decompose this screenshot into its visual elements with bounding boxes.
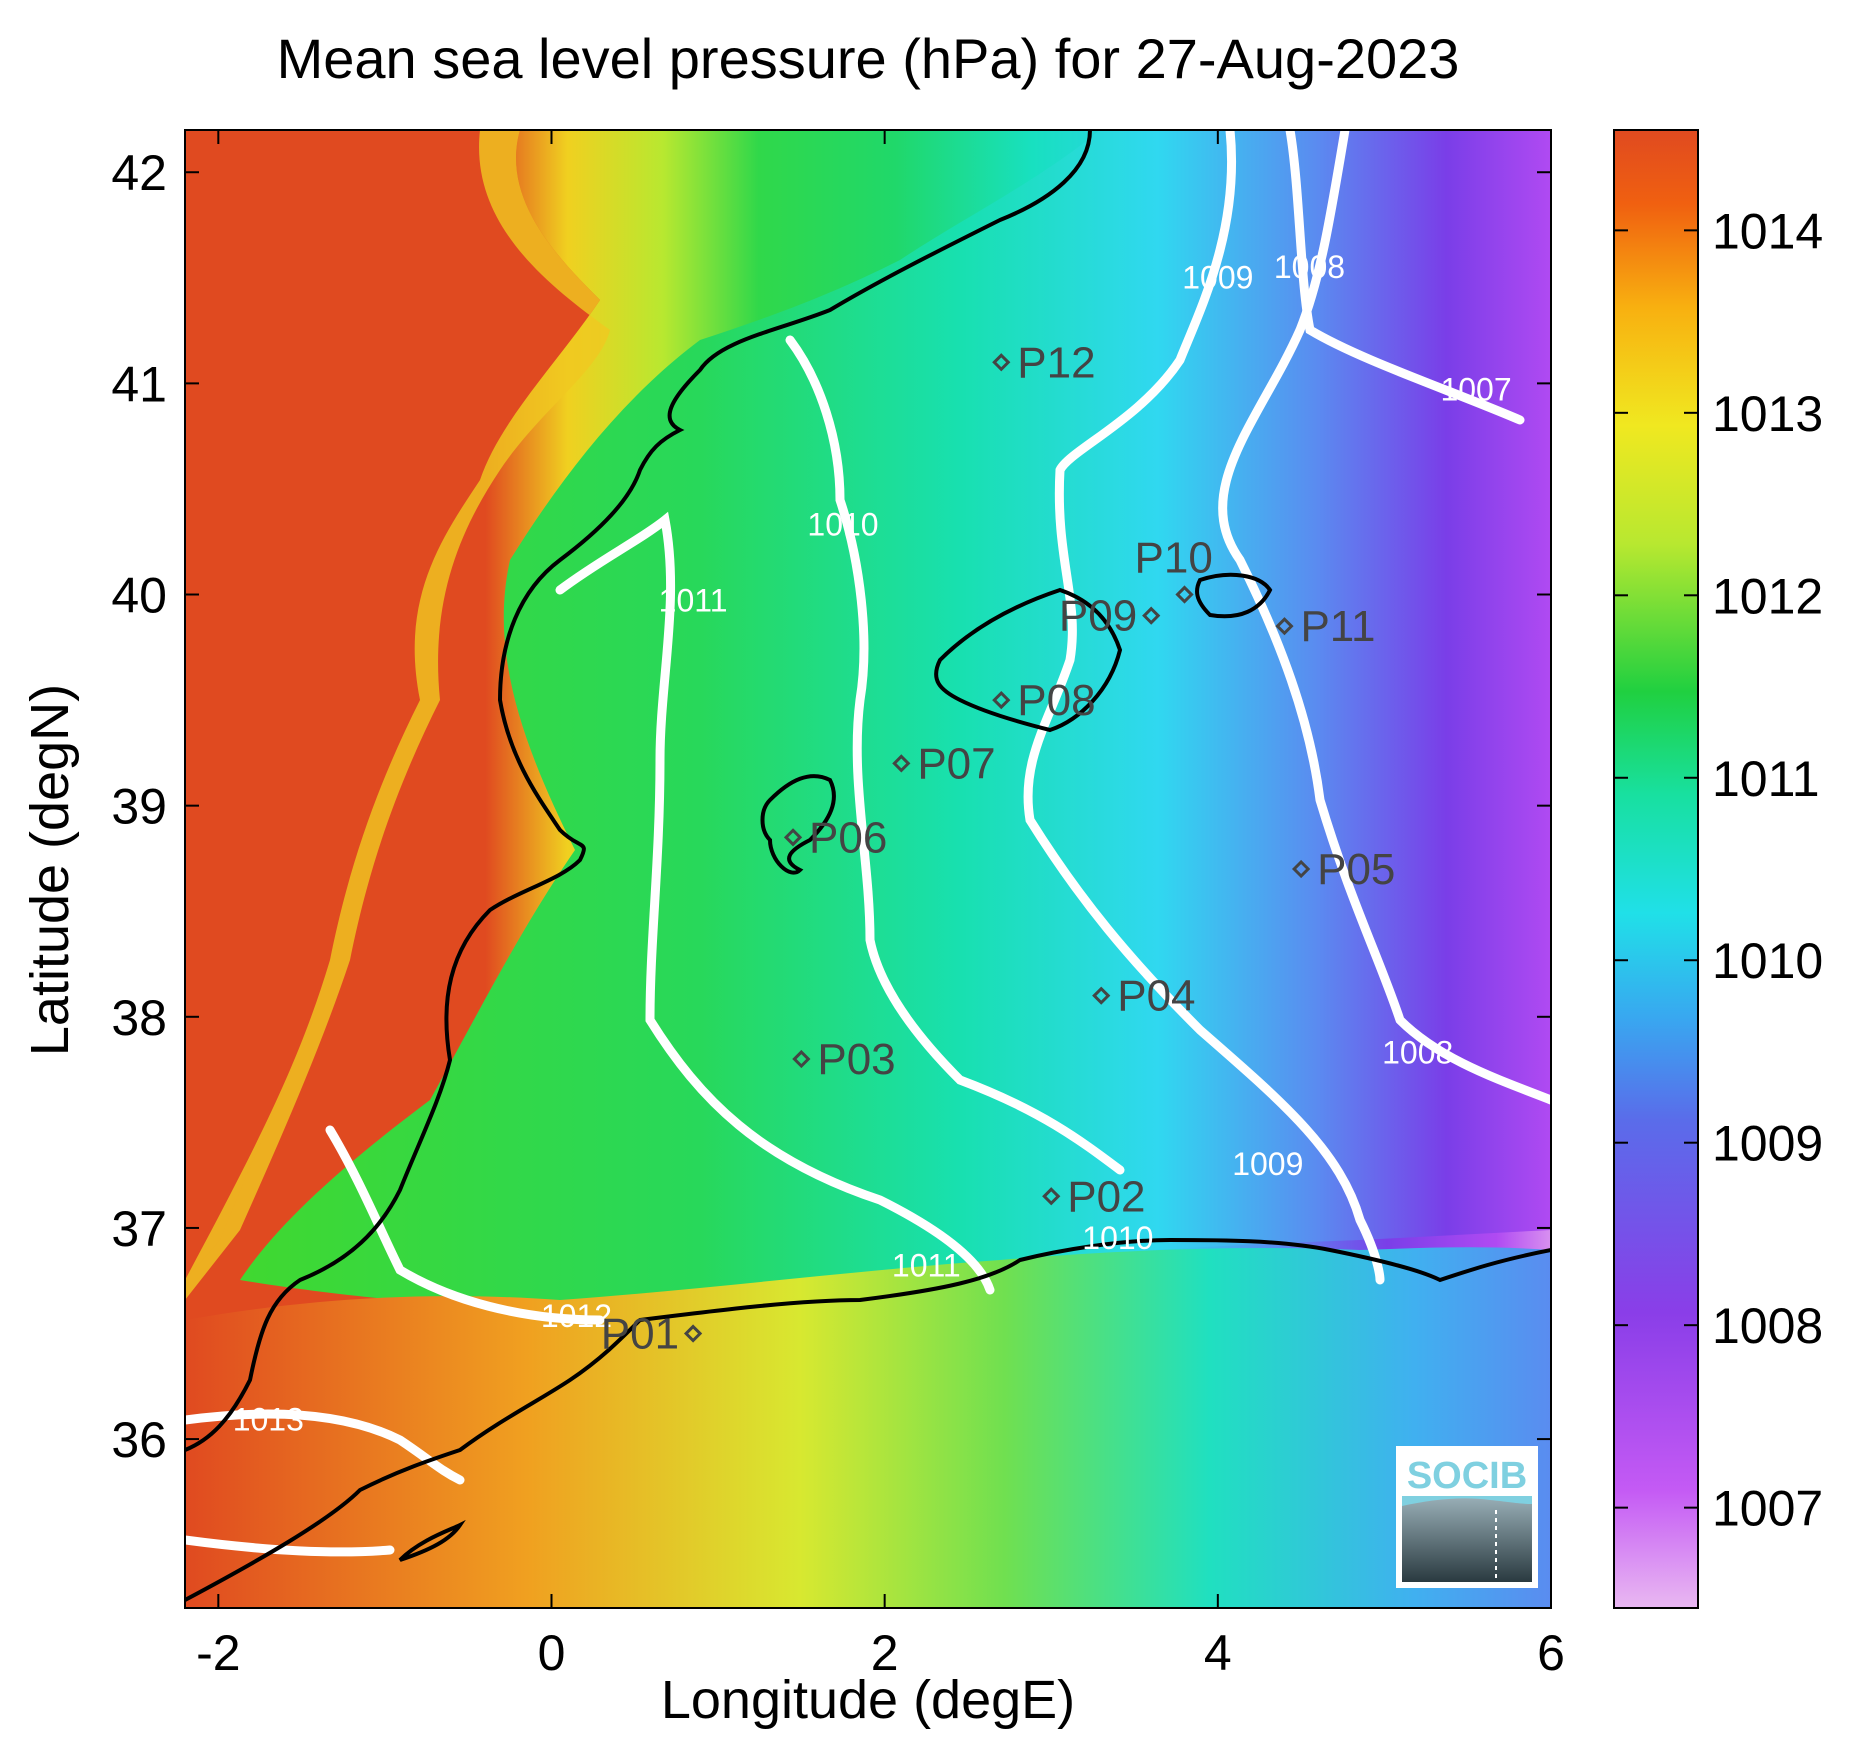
colorbar	[1613, 129, 1699, 1609]
x-tick-label: 4	[1204, 1625, 1232, 1681]
coastlines	[185, 130, 1551, 1602]
contour-label: 1009	[1182, 259, 1253, 295]
contour-label: 1013	[233, 1402, 304, 1438]
station-marker	[992, 690, 1011, 710]
contour-label: 1008	[1274, 249, 1345, 285]
colorbar-tick-label: 1007	[1712, 1481, 1823, 1537]
logo-wave	[1402, 1496, 1532, 1506]
contour-label: 1010	[807, 506, 878, 542]
station-label: P01	[601, 1310, 679, 1359]
contour-label: 1007	[1440, 371, 1511, 407]
mallorca-coastline	[934, 587, 1123, 733]
station-label: P11	[1300, 602, 1375, 651]
ibiza-coastline	[760, 774, 836, 875]
station-marker	[992, 353, 1011, 372]
contour-label: 1011	[892, 1248, 961, 1284]
contour-label: 1009	[1232, 1146, 1303, 1182]
isobar-1013	[185, 1409, 465, 1485]
y-axis-ticks: 36 37 38 39 40 41 42	[111, 145, 1551, 1468]
station-label: P08	[1017, 676, 1095, 725]
colorbar-tick-label: 1014	[1712, 203, 1823, 259]
station-marker	[792, 1049, 811, 1069]
y-tick-label: 39	[111, 779, 167, 835]
sea-field	[240, 130, 1551, 1309]
contour-label: 1011	[659, 582, 728, 618]
isobar-1010	[785, 335, 1125, 1175]
y-tick-label: 37	[111, 1201, 167, 1257]
isobar-1007	[1285, 130, 1525, 425]
isobar-1012	[325, 1125, 605, 1325]
station-marker	[1092, 986, 1111, 1005]
north-africa-field	[185, 1247, 1551, 1608]
colorbar-tick-label: 1011	[1712, 751, 1820, 807]
logo-image	[1402, 1496, 1532, 1582]
station-marker	[892, 754, 911, 773]
station-marker	[683, 1324, 703, 1343]
isobar-1013-south	[185, 1535, 395, 1557]
colorbar-tick-label: 1008	[1712, 1298, 1823, 1354]
socib-logo: SOCIB	[1396, 1446, 1538, 1588]
x-tick-label: 0	[538, 1625, 566, 1681]
x-axis-label: Longitude (degE)	[661, 1670, 1075, 1730]
station-label: P09	[1059, 592, 1137, 641]
contour-label: 1010	[1082, 1220, 1153, 1256]
station-label: P04	[1117, 972, 1195, 1021]
x-axis-ticks: -2 0 2 4 6	[196, 130, 1565, 1681]
x-tick-label: 2	[871, 1625, 899, 1681]
iberia-high-region	[185, 130, 600, 1280]
x-tick-label: -2	[196, 1625, 240, 1681]
station-label: P06	[809, 813, 887, 862]
map-plot-area	[185, 130, 1551, 1608]
station-marker	[1175, 585, 1194, 604]
alboran-island-coastline	[398, 1519, 466, 1562]
station-markers: P01 P02 P03 P04 P05 P06 P07 P08 P09 P10 P11 P12	[601, 338, 1396, 1358]
station-marker	[1042, 1187, 1061, 1206]
colorbar-tick-label: 1010	[1712, 933, 1823, 989]
iberia-coastline	[185, 130, 1092, 1452]
logo-text: SOCIB	[1407, 1455, 1527, 1497]
y-axis-label: Latitude (degN)	[20, 684, 80, 1056]
station-marker	[1275, 617, 1294, 636]
colorbar-tick-label: 1013	[1712, 386, 1823, 442]
y-tick-label: 38	[111, 990, 167, 1046]
isobar-1011	[555, 511, 995, 1295]
menorca-coastline	[1195, 572, 1273, 619]
station-label: P03	[817, 1035, 895, 1084]
colorbar-ticks: 1007 1008 1009 1010 1011 1012 1013 1014	[1614, 203, 1823, 1537]
contour-label: 1008	[1382, 1034, 1453, 1070]
map-title: Mean sea level pressure (hPa) for 27-Aug…	[277, 27, 1460, 90]
station-label: P02	[1067, 1172, 1145, 1221]
station-label: P10	[1135, 534, 1213, 583]
x-tick-label: 6	[1537, 1625, 1565, 1681]
y-tick-label: 41	[111, 356, 167, 412]
station-label: P07	[917, 739, 995, 788]
colorbar-tick-label: 1009	[1712, 1116, 1823, 1172]
station-marker	[783, 828, 803, 847]
station-label: P05	[1317, 845, 1395, 894]
isobar-1008	[1218, 130, 1551, 1105]
y-tick-label: 36	[111, 1412, 167, 1468]
plot-frame	[184, 129, 1552, 1609]
station-marker	[1142, 606, 1161, 625]
station-marker	[1291, 859, 1311, 879]
north-africa-coastline	[185, 1237, 1551, 1602]
y-tick-label: 40	[111, 568, 167, 624]
station-label: P12	[1017, 338, 1095, 387]
contour-label: 1012	[541, 1298, 612, 1334]
colorbar-tick-label: 1012	[1712, 568, 1823, 624]
y-tick-label: 42	[111, 145, 167, 201]
contour-labels: 1007 1008 1008 1009 1009 1010 1010 1011 1011 1012…	[233, 249, 1512, 1438]
